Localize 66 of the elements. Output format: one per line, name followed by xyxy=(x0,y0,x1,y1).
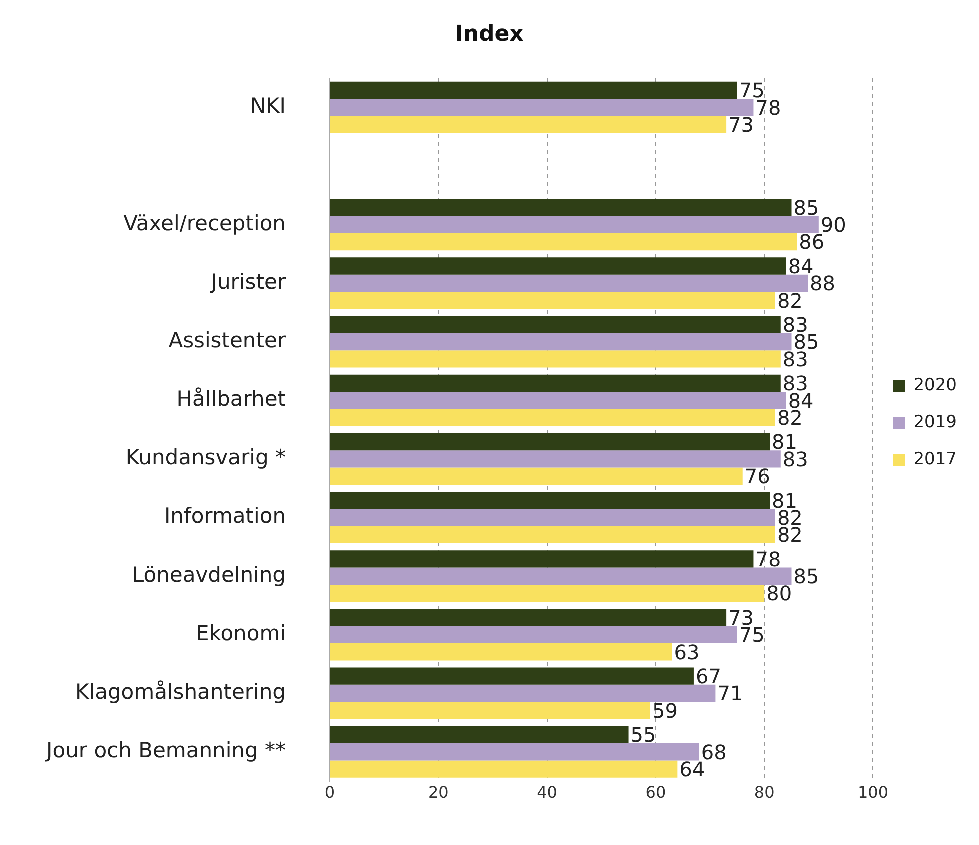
data-label: 73 xyxy=(728,113,754,138)
x-tick-label: 20 xyxy=(428,783,449,802)
y-tick-label: Växel/reception xyxy=(124,211,286,236)
data-label: 85 xyxy=(794,196,820,220)
y-tick-label: Assistenter xyxy=(168,328,286,352)
bar xyxy=(330,584,765,602)
data-label: 80 xyxy=(766,582,792,606)
bar xyxy=(330,744,700,761)
y-tick-label: Hållbarhet xyxy=(176,387,286,412)
bar xyxy=(330,99,754,116)
data-label: 76 xyxy=(744,464,770,489)
bar xyxy=(330,316,781,334)
x-tick-label: 40 xyxy=(537,783,558,802)
bar xyxy=(330,726,629,744)
bar xyxy=(330,374,781,392)
data-label: 82 xyxy=(777,288,803,313)
data-label: 71 xyxy=(718,682,744,706)
y-tick-label: Jour och Bemanning ** xyxy=(44,738,286,763)
data-label: 88 xyxy=(810,272,836,296)
bar xyxy=(330,82,738,100)
legend-label: 2019 xyxy=(914,412,957,432)
x-tick-label: 80 xyxy=(754,783,775,802)
bar xyxy=(330,509,776,526)
bar xyxy=(330,333,792,351)
bar xyxy=(330,392,786,410)
legend-label: 2017 xyxy=(914,449,957,470)
data-label: 85 xyxy=(794,564,820,589)
bar xyxy=(330,526,776,544)
y-tick-label: Jurister xyxy=(209,270,286,294)
bar xyxy=(330,492,770,510)
y-tick-label: NKI xyxy=(250,94,286,118)
x-tick-label: 100 xyxy=(858,783,889,802)
x-tick-label: 60 xyxy=(646,783,666,802)
data-label: 55 xyxy=(630,723,656,748)
bar xyxy=(330,233,798,251)
bar xyxy=(330,760,678,778)
bar xyxy=(330,199,792,216)
data-label: 59 xyxy=(652,698,678,723)
chart-title: Index xyxy=(455,22,524,47)
x-tick-label: 0 xyxy=(324,783,336,802)
bar xyxy=(330,433,770,451)
bar xyxy=(330,609,727,626)
bar xyxy=(330,258,786,275)
bar xyxy=(330,350,781,368)
y-tick-label: Löneavdelning xyxy=(132,562,286,587)
bar xyxy=(330,292,776,310)
y-tick-label: Klagomålshantering xyxy=(75,680,286,704)
y-tick-label: Kundansvarig * xyxy=(126,446,286,470)
bar xyxy=(330,409,776,426)
bar xyxy=(330,216,819,234)
bar xyxy=(330,116,727,134)
bar xyxy=(330,468,743,485)
data-label: 63 xyxy=(674,640,700,664)
bar xyxy=(330,684,716,702)
y-tick-label: Ekonomi xyxy=(196,621,286,646)
bar xyxy=(330,568,792,585)
bar xyxy=(330,668,694,685)
bar xyxy=(330,550,754,568)
bar xyxy=(330,702,651,720)
bar xyxy=(330,626,738,644)
y-tick-label: Information xyxy=(164,504,286,528)
bar xyxy=(330,644,672,661)
bar xyxy=(330,450,781,468)
legend-label: 2020 xyxy=(914,375,957,396)
bar xyxy=(330,274,808,292)
data-label: 78 xyxy=(756,547,782,572)
